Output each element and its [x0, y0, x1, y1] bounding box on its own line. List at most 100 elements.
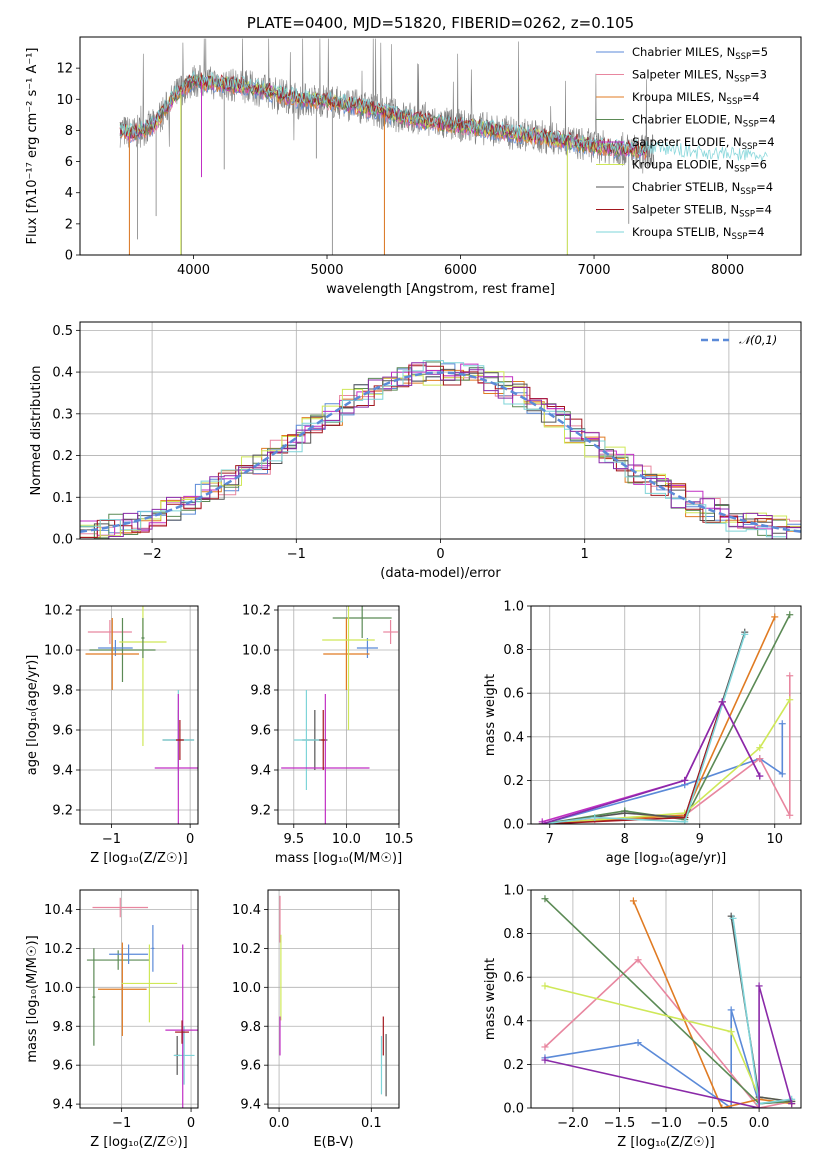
axes-frame: [267, 889, 400, 1109]
x-tick-label: −1.0: [650, 1116, 682, 1131]
legend-suffix: =3: [750, 68, 767, 82]
legend-suffix: =4: [756, 180, 773, 194]
mass-weight-line: [732, 918, 792, 1105]
x-axis-label: E(B-V): [313, 1135, 353, 1150]
legend-suffix: =4: [755, 203, 772, 217]
legend-sub: SSP: [732, 232, 748, 242]
axes-spectrum: 4000 5000 6000 7000 8000 0 2 4 6 8 10 12 wavelength …: [25, 14, 802, 297]
x-axis-label: age [log₁₀(age/yr)]: [606, 851, 727, 866]
y-tick-label: 10.0: [242, 644, 271, 659]
x-tick-label: 0.0: [269, 1116, 290, 1131]
x-axis-label: Z [log₁₀(Z/Z☉)]: [90, 851, 187, 866]
x-tick-label: 9: [696, 832, 704, 847]
axes-frame: [79, 605, 199, 825]
legend-sub: SSP: [739, 210, 755, 220]
x-axis-label: Z [log₁₀(Z/Z☉)]: [90, 1135, 187, 1150]
y-tick-label: 12: [56, 62, 73, 77]
x-tick-label: 0: [186, 832, 194, 847]
legend-entry: Salpeter ELODIE, NSSP=4: [632, 135, 775, 152]
plot-area: [268, 890, 399, 1108]
y-tick-label: 9.8: [52, 1020, 73, 1035]
y-tick-label: 9.6: [52, 1059, 73, 1074]
x-axis-label: wavelength [Angstrom, rest frame]: [326, 282, 555, 297]
y-tick-label: 9.6: [250, 724, 271, 739]
mass-weight-line: [542, 723, 784, 824]
y-tick-label: 10.4: [44, 903, 73, 918]
y-tick-label: 9.4: [240, 1098, 261, 1113]
y-tick-label: 0.4: [52, 366, 73, 381]
y-tick-label: 10.2: [44, 604, 73, 619]
axes-frame: [79, 36, 802, 256]
y-tick-label: 9.4: [250, 764, 271, 779]
mass-weight-line: [544, 985, 793, 1108]
y-tick-label: 1.0: [503, 600, 524, 615]
legend-suffix: =4: [758, 135, 775, 149]
x-tick-label: 5000: [310, 263, 343, 278]
x-tick-label: 0.0: [749, 1116, 770, 1131]
x-tick-label: 1: [581, 547, 589, 562]
plot-area: [119, 38, 768, 255]
y-tick-label: 10: [56, 93, 73, 108]
histogram-step: [80, 360, 801, 538]
x-axis-label: Z [log₁₀(Z/Z☉)]: [617, 1135, 714, 1150]
y-tick-label: 0.2: [52, 449, 73, 464]
axes-age_vs_mass: 9.5 10.0 10.5 9.2 9.4 9.6 9.8 10.0 10.2 mass [log…: [242, 604, 413, 867]
y-tick-label: 10.4: [232, 903, 261, 918]
y-tick-label: 0.0: [503, 818, 524, 833]
y-tick-label: 9.8: [52, 684, 73, 699]
mass-weight-line: [542, 700, 761, 823]
plot-area: [531, 606, 801, 824]
mass-weight-line: [542, 700, 761, 824]
x-tick-label: 10.0: [332, 832, 361, 847]
legend-entry: Chabrier ELODIE, NSSP=4: [632, 113, 776, 130]
mass-weight-line: [542, 701, 724, 824]
y-axis-label: mass weight: [483, 674, 498, 756]
axes-massweight_vs_Z: −2.0 −1.5 −1.0 −0.5 0.0 0.0 0.2 0.4 0.6 0.8 1.0 Z […: [483, 884, 802, 1150]
y-tick-label: 0.8: [503, 927, 524, 942]
x-tick-label: 7000: [577, 263, 610, 278]
axes-massweight_vs_age: 7 8 9 10 0.0 0.2 0.4 0.6 0.8 1.0 age [log₁₀(age/yr…: [483, 600, 802, 866]
y-tick-label: 0.5: [52, 324, 73, 339]
legend-suffix: =4: [759, 113, 776, 127]
y-tick-label: 0.6: [503, 687, 524, 702]
y-tick-label: 0: [65, 249, 73, 264]
x-tick-label: 2: [725, 547, 733, 562]
y-tick-label: 1.0: [503, 884, 524, 899]
y-axis-label: mass [log₁₀(M/M☉)]: [25, 935, 40, 1062]
y-tick-label: 9.2: [52, 804, 73, 819]
axes-frame: [277, 605, 400, 825]
x-tick-label: 0: [187, 1116, 195, 1131]
mass-weight-line: [544, 958, 792, 1108]
axes-frame: [79, 889, 199, 1109]
legend-entry: 𝒩(0,1): [739, 333, 777, 347]
legend-label: Kroupa ELODIE, N: [632, 158, 734, 172]
y-tick-label: 0.6: [503, 971, 524, 986]
y-tick-label: 9.4: [52, 764, 73, 779]
y-tick-label: 0.8: [503, 643, 524, 658]
axes-mass_vs_ebv: 0.0 0.1 9.4 9.6 9.8 10.0 10.2 10.4 E(B-V): [232, 889, 400, 1150]
y-axis-label: Flux [fλ10⁻¹⁷ erg cm⁻² s⁻¹ A⁻¹]: [25, 48, 40, 245]
x-tick-label: 0.1: [361, 1116, 382, 1131]
y-tick-label: 10.0: [44, 981, 73, 996]
legend-entry: Chabrier STELIB, NSSP=4: [632, 180, 773, 197]
x-tick-label: −1.5: [604, 1116, 636, 1131]
mass-weight-line: [542, 634, 746, 824]
legend-label: Kroupa STELIB, N: [632, 225, 732, 239]
mass-weight-line: [542, 675, 791, 824]
y-axis-label: age [log₁₀(age/yr)]: [25, 655, 40, 776]
plot-area: [278, 606, 399, 824]
legend-suffix: =6: [750, 158, 767, 172]
x-tick-label: −1: [287, 547, 306, 562]
y-tick-label: 4: [65, 186, 73, 201]
x-tick-label: 9.5: [283, 832, 304, 847]
y-tick-label: 2: [65, 217, 73, 232]
axes-frame: [530, 889, 802, 1109]
y-tick-label: 9.6: [240, 1059, 261, 1074]
y-tick-label: 10.0: [44, 644, 73, 659]
y-tick-label: 0.4: [503, 730, 524, 745]
axes-age_vs_Z: −1 0 9.2 9.4 9.6 9.8 10.0 10.2 Z [log₁₀(Z/Z☉)] ag…: [25, 604, 199, 866]
histogram-step: [80, 369, 801, 538]
y-tick-label: 9.8: [250, 684, 271, 699]
